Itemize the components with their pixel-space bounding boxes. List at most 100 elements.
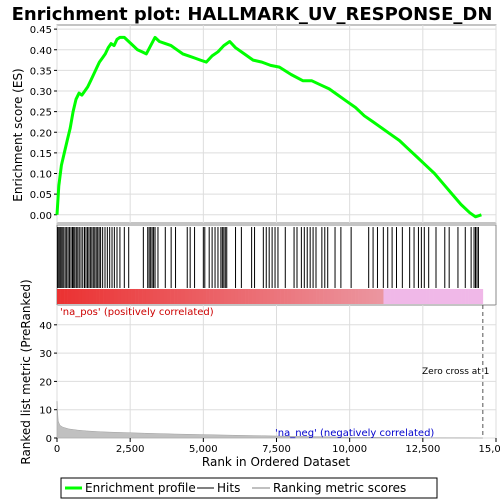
rank-bar-segment — [277, 289, 281, 304]
rank-bar-segment — [397, 289, 402, 304]
rank-bar-segment — [280, 289, 285, 304]
hits-panel — [56, 224, 497, 306]
rank-bar-segment — [198, 289, 203, 304]
rank-bar-segment — [88, 289, 93, 304]
rank-bar-segment — [447, 289, 452, 304]
rank-bar-segment — [319, 289, 324, 304]
es-y-tick-label: 0.25 — [30, 108, 52, 119]
rank-bar-segment — [142, 289, 147, 304]
rank-bar-segment — [117, 289, 122, 304]
rank-bar-segment — [57, 289, 61, 304]
rank-bar-segment — [78, 289, 83, 304]
metric-y-tick-label: 40 — [39, 321, 52, 332]
zero-cross-label: Zero cross at 1 — [422, 367, 489, 377]
x-tick-label: 10,000 — [332, 444, 367, 455]
metric-panel: 0 10 20 30 40 'na_pos' (positively correlate… — [19, 279, 497, 465]
x-axis-ticks: 0 2,500 5,000 7,500 10,000 12,500 15,000 — [54, 438, 500, 455]
metric-y-tick-label: 0 — [46, 434, 52, 445]
rank-bar-segment — [213, 289, 217, 304]
rank-bar-segment — [340, 289, 345, 304]
rank-bar-segment — [184, 289, 189, 304]
rank-bar-segment — [241, 289, 246, 304]
x-tick-label: 2,500 — [116, 444, 145, 455]
rank-bar-segment — [358, 289, 363, 304]
es-panel: 0.00 0.05 0.10 0.15 0.20 0.25 0.30 0.35 0.40 0.45… — [11, 24, 497, 224]
rank-bar-segment — [454, 289, 459, 304]
rank-bar-segment — [262, 289, 267, 304]
rank-bar-segment — [110, 289, 115, 304]
metric-y-axis-label: Ranked list metric (PreRanked) — [19, 279, 33, 464]
rank-bar-segment — [181, 289, 186, 304]
rank-bar-segment — [440, 289, 445, 304]
rank-bar-segment — [223, 289, 228, 304]
rank-bar-segment — [149, 289, 154, 304]
rank-bar-segment — [479, 289, 484, 304]
x-axis-label: Rank in Ordered Dataset — [202, 455, 350, 469]
rank-bar-segment — [404, 289, 409, 304]
rank-bar-segment — [237, 289, 242, 304]
legend-metric-label: Ranking metric scores — [273, 481, 406, 495]
rank-bar-segment — [312, 289, 317, 304]
rank-bar-segment — [436, 289, 441, 304]
rank-bar-segment — [347, 289, 352, 304]
ranking-metric-area — [56, 401, 483, 439]
rank-bar-segment — [372, 289, 377, 304]
rank-bar-segment — [67, 289, 72, 304]
rank-bar-segment — [248, 289, 253, 304]
es-y-tick-label: 0.40 — [30, 46, 52, 57]
rank-bar-segment — [376, 289, 381, 304]
legend-enrichment-label: Enrichment profile — [85, 481, 196, 495]
es-y-tick-label: 0.30 — [30, 87, 52, 98]
rank-bar-segment — [85, 289, 90, 304]
rank-bar-segment — [269, 289, 274, 304]
rank-bar-segment — [96, 289, 100, 304]
es-y-tick-label: 0.00 — [30, 211, 52, 222]
rank-bar-segment — [255, 289, 260, 304]
rank-bar-segment — [443, 289, 448, 304]
rank-bar-segment — [230, 289, 235, 304]
rank-bar-segment — [362, 289, 367, 304]
rank-bar-segment — [227, 289, 232, 304]
rank-bar-segment — [326, 289, 331, 304]
es-gridlines — [56, 25, 497, 223]
rank-bar-segment — [163, 289, 168, 304]
rank-bar-segment — [234, 289, 239, 304]
rank-bar-segment — [106, 289, 111, 304]
rank-bar-segment — [60, 289, 65, 304]
rank-bar-segment — [330, 289, 335, 304]
metric-y-ticks: 0 10 20 30 40 — [39, 321, 57, 445]
rank-bar-segment — [174, 289, 178, 304]
legend-box — [60, 477, 438, 499]
rank-bar-segment — [394, 289, 398, 304]
rank-bar-segment — [124, 289, 129, 304]
rank-bar-segment — [71, 289, 76, 304]
rank-bar-segment — [308, 289, 313, 304]
metric-y-tick-label: 10 — [39, 406, 52, 417]
rank-bar-segment — [291, 289, 296, 304]
rank-bar-segment — [287, 289, 292, 304]
rank-bar-segment — [216, 289, 221, 304]
rank-bar-segment — [99, 289, 104, 304]
rank-bar-segment — [167, 289, 171, 304]
rank-bar-segment — [411, 289, 416, 304]
es-y-axis-label: Enrichment score (ES) — [11, 68, 25, 201]
rank-bar-segment — [259, 289, 264, 304]
rank-bar-segment — [145, 289, 150, 304]
rank-bar-segment — [195, 289, 200, 304]
rank-bar-segment — [422, 289, 427, 304]
rank-bar-segment — [323, 289, 327, 304]
x-tick-label: 12,500 — [405, 444, 440, 455]
hit-markers — [57, 227, 479, 288]
rank-bar-segment — [156, 289, 161, 304]
es-y-tick-label: 0.15 — [30, 149, 52, 160]
rank-bar-segment — [344, 289, 349, 304]
x-tick-label: 7,500 — [262, 444, 291, 455]
rank-bar-segment — [418, 289, 423, 304]
rank-bar-segment — [81, 289, 86, 304]
rank-color-bar — [57, 289, 484, 304]
es-y-tick-label: 0.45 — [30, 25, 52, 36]
rank-bar-segment — [202, 289, 207, 304]
rank-bar-segment — [135, 289, 139, 304]
rank-bar-segment — [433, 289, 437, 304]
